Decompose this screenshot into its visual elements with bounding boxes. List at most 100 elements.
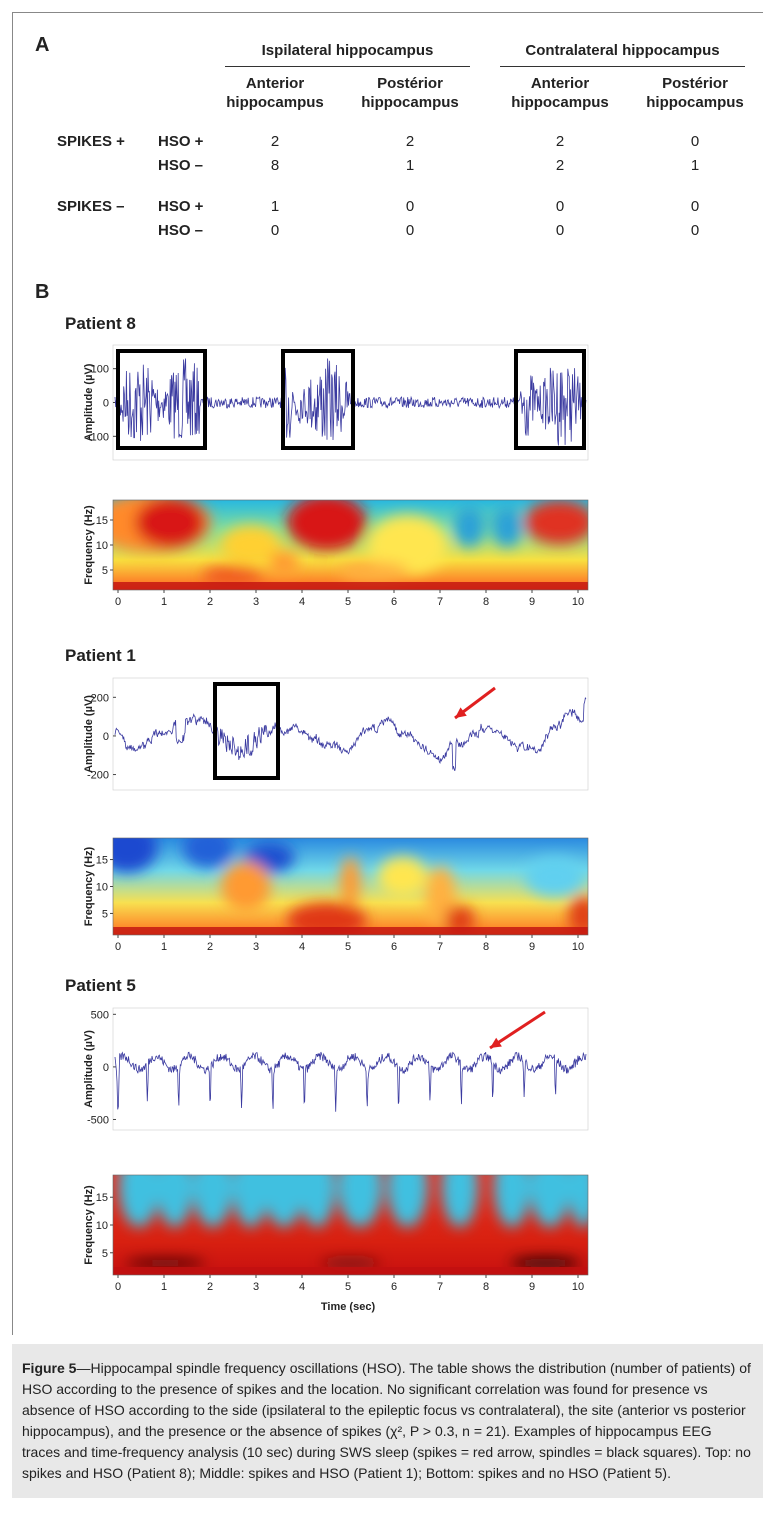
spikes-label: SPIKES +	[57, 133, 125, 150]
x-tick-label: 6	[391, 1281, 397, 1293]
table-cell: 2	[555, 133, 565, 150]
y-tick-label: 200	[91, 692, 109, 704]
spindle-box	[213, 682, 280, 780]
spindle-box	[514, 349, 586, 450]
y-tick-label: -200	[87, 770, 109, 782]
power-blob	[510, 1257, 581, 1269]
y-axis-label: Frequency (Hz)	[83, 505, 95, 585]
power-blob	[220, 525, 281, 565]
x-tick-label: 7	[437, 941, 443, 953]
group-rule	[225, 66, 470, 67]
spindle-box	[281, 349, 355, 450]
power-blob	[156, 1175, 193, 1227]
x-tick-label: 6	[391, 941, 397, 953]
table-cell: 0	[270, 222, 280, 239]
y-tick-label: 500	[91, 1009, 109, 1021]
x-tick-label: 5	[345, 596, 351, 608]
caption-text: —Hippocampal spindle frequency oscillati…	[22, 1360, 751, 1481]
hso-label: HSO –	[158, 157, 204, 174]
table-cell: 2	[405, 133, 415, 150]
power-blob	[524, 500, 588, 545]
caption: Figure 5—Hippocampal spindle frequency o…	[12, 1344, 763, 1498]
x-tick-label: 1	[161, 1281, 167, 1293]
table-cell: 0	[690, 133, 700, 150]
table-cell: 2	[270, 133, 280, 150]
power-blob	[135, 500, 205, 548]
power-blob	[125, 1258, 206, 1268]
power-blob	[201, 566, 262, 587]
table-cell: 1	[690, 157, 700, 174]
power-blob	[286, 902, 367, 935]
spike-arrow	[489, 1010, 546, 1050]
table-cell: 0	[405, 222, 415, 239]
power-blob	[454, 507, 485, 547]
y-axis-label: Frequency (Hz)	[83, 1185, 95, 1265]
power-blob	[377, 856, 428, 897]
x-tick-label: 8	[483, 1281, 489, 1293]
low-band	[113, 582, 588, 590]
low-band	[113, 1267, 588, 1275]
table-cell: 0	[555, 198, 565, 215]
y-axis-label: Amplitude (µV)	[83, 363, 95, 441]
y-axis-label: Frequency (Hz)	[83, 846, 95, 926]
panel-label: A	[35, 34, 50, 56]
column-header: Postérior hippocampus	[361, 75, 459, 111]
y-tick-label: 10	[96, 882, 108, 894]
power-blob	[492, 507, 523, 547]
spectrogram-blobs	[119, 1175, 588, 1269]
power-blob	[299, 1175, 336, 1227]
y-tick-label: -500	[87, 1114, 109, 1126]
power-blob	[338, 1175, 382, 1227]
x-tick-label: 5	[345, 941, 351, 953]
spectrogram-blobs	[113, 838, 588, 935]
power-blob	[524, 856, 585, 897]
power-blob	[340, 856, 361, 907]
x-tick-label: 10	[572, 941, 584, 953]
x-tick-label: 7	[437, 1281, 443, 1293]
y-tick-label: 0	[103, 731, 109, 743]
eeg-trace	[114, 358, 587, 446]
power-blob	[568, 895, 588, 935]
spectrogram	[113, 500, 588, 590]
table-cell: 2	[555, 157, 565, 174]
x-tick-label: 8	[483, 596, 489, 608]
table-cell: 0	[690, 198, 700, 215]
y-tick-label: 0	[103, 1062, 109, 1074]
low-band	[113, 927, 588, 935]
x-tick-label: 10	[572, 596, 584, 608]
hso-label: HSO +	[158, 133, 204, 150]
y-tick-label: 5	[102, 1248, 108, 1260]
x-tick-label: 0	[115, 1281, 121, 1293]
x-tick-label: 8	[483, 941, 489, 953]
power-blob	[119, 1175, 160, 1227]
spike-arrow-head	[490, 1037, 502, 1048]
eeg-trace	[114, 696, 587, 772]
x-tick-label: 4	[299, 596, 305, 608]
trace-frame	[112, 677, 589, 791]
table-cell: 0	[690, 222, 700, 239]
figure-frame	[12, 12, 763, 1335]
power-blob	[339, 562, 410, 582]
group-header: Contralateral hippocampus	[525, 42, 720, 59]
x-tick-label: 0	[115, 596, 121, 608]
table-cell: 8	[270, 157, 280, 174]
x-tick-label: 9	[529, 941, 535, 953]
x-tick-label: 9	[529, 1281, 535, 1293]
power-blob	[232, 1175, 269, 1227]
power-blob	[183, 838, 233, 868]
y-tick-label: 5	[102, 908, 108, 920]
power-blob	[221, 861, 271, 912]
y-tick-label: -100	[87, 431, 109, 443]
power-blob	[441, 1175, 478, 1227]
table-cell: 1	[270, 198, 280, 215]
x-tick-label: 3	[253, 941, 259, 953]
spindle-box	[116, 349, 207, 450]
power-blob	[530, 1175, 570, 1227]
power-blob	[494, 1175, 530, 1227]
y-tick-label: 0	[103, 398, 109, 410]
y-tick-label: 10	[96, 540, 108, 552]
spectrogram-blobs	[113, 500, 588, 587]
x-tick-label: 0	[115, 941, 121, 953]
